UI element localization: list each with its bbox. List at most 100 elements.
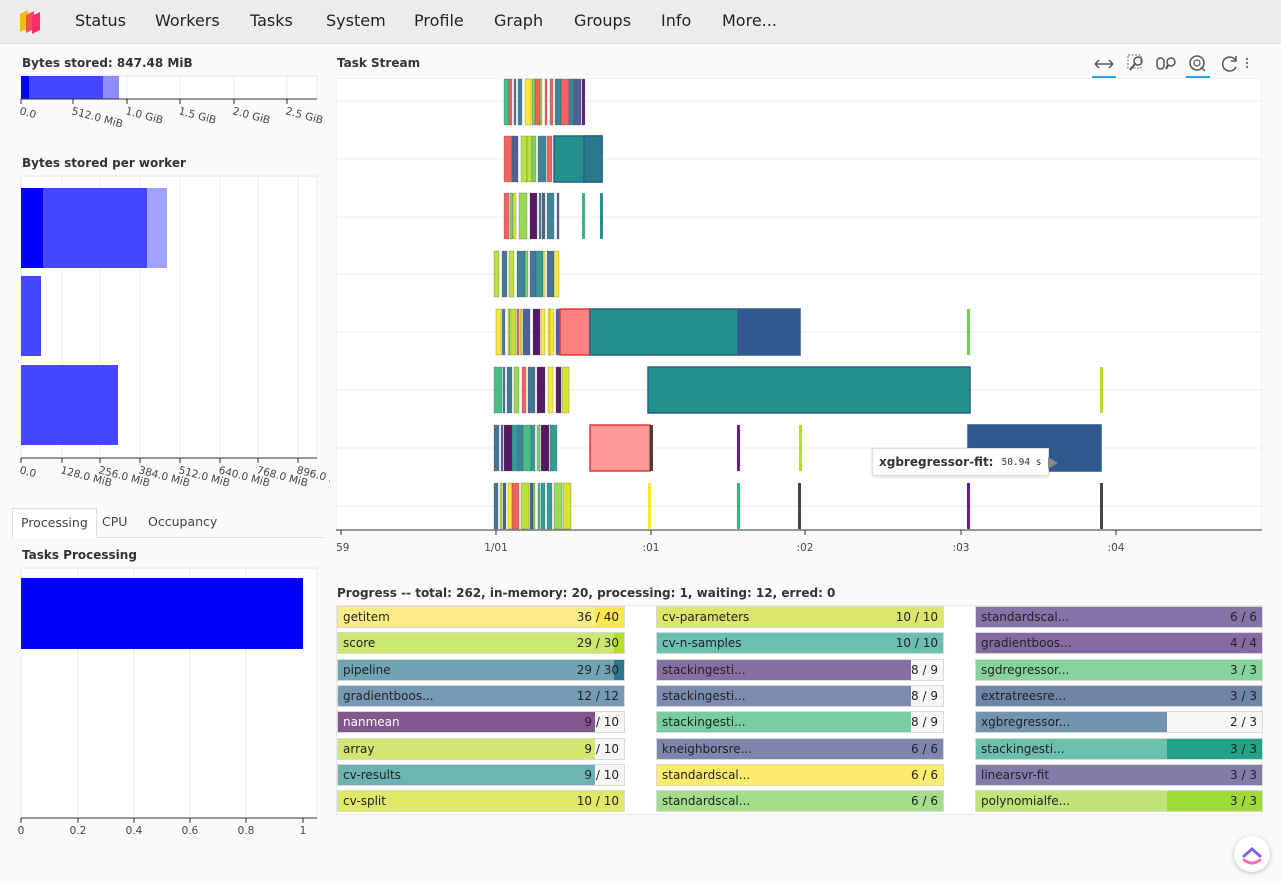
progress-processing-fill xyxy=(1166,738,1262,759)
task-stream-chart[interactable]: :59 1/01:01:02:03:04 xyxy=(336,78,1262,558)
task-mark xyxy=(535,250,544,298)
tasks-processing-chart[interactable]: 0 0.2 0.4 0.6 0.8 1 xyxy=(10,564,330,844)
progress-grid[interactable]: getitem 36 / 40 score 29 / 30 pipeline 29 / 3… xyxy=(336,605,1263,815)
task-mark xyxy=(500,424,504,472)
task-mark xyxy=(1100,367,1103,413)
progress-name: stackingesti... xyxy=(662,662,746,677)
tick-label: 0.8 xyxy=(238,825,255,837)
tooltip-arrow xyxy=(1047,457,1058,469)
task-mark xyxy=(493,366,503,414)
progress-row[interactable]: pipeline 29 / 30 xyxy=(337,658,625,681)
progress-name: getitem xyxy=(343,610,390,624)
more-icon[interactable] xyxy=(1240,52,1254,76)
task-mark xyxy=(648,483,651,529)
task-mark xyxy=(517,78,523,126)
task-mark xyxy=(501,250,508,298)
task-mark xyxy=(495,308,502,356)
tick-label: 0.2 xyxy=(70,825,87,837)
progress-fill xyxy=(657,607,943,627)
progress-row[interactable]: score 29 / 30 xyxy=(337,632,625,655)
tasks-processing-ticks: 0 0.2 0.4 0.6 0.8 1 xyxy=(18,818,306,837)
progress-row[interactable]: stackingesti... 8 / 9 xyxy=(656,658,944,681)
progress-name: pipeline xyxy=(343,662,391,677)
nav-graph[interactable]: Graph xyxy=(494,11,544,30)
nav-profile[interactable]: Profile xyxy=(414,11,464,30)
progress-row[interactable]: extratreesre... 3 / 3 xyxy=(975,684,1263,707)
progress-row[interactable]: linearsvr-fit 3 / 3 xyxy=(975,763,1263,786)
progress-row[interactable]: standardscal... 6 / 6 xyxy=(656,790,944,813)
progress-row[interactable]: sgdregressor... 3 / 3 xyxy=(975,658,1263,681)
progress-processing-fill xyxy=(614,633,624,654)
nav-system[interactable]: System xyxy=(326,11,386,30)
nav-tasks[interactable]: Tasks xyxy=(250,11,293,30)
plot-toolbar xyxy=(1090,52,1260,78)
task-mark xyxy=(520,482,530,530)
progress-row[interactable]: cv-results 9 / 10 xyxy=(337,763,625,786)
box-zoom-icon[interactable] xyxy=(1122,52,1150,76)
task-mark xyxy=(516,250,526,298)
bytes-stored-chart[interactable]: 0.0 512.0 MiB 1.0 GiB 1.5 GiB 2.0 GiB 2.5 GiB xyxy=(10,72,325,132)
nav-workers[interactable]: Workers xyxy=(155,11,220,30)
progress-count: 6 / 6 xyxy=(911,767,938,782)
progress-row[interactable]: nanmean 9 / 10 xyxy=(337,711,625,734)
task-mark xyxy=(582,79,585,125)
task-mark xyxy=(503,192,510,240)
progress-count: 10 / 10 xyxy=(895,636,938,651)
tab-processing[interactable]: Processing xyxy=(12,508,97,538)
progress-row[interactable]: stackingesti... 3 / 3 xyxy=(975,737,1263,760)
xpan-icon[interactable] xyxy=(1090,52,1118,78)
progress-row[interactable]: cv-parameters 10 / 10 xyxy=(656,606,944,628)
task-mark xyxy=(529,250,537,298)
task-mark xyxy=(534,78,541,126)
progress-row[interactable]: standardscal... 6 / 6 xyxy=(656,763,944,786)
tick-label: :04 xyxy=(1108,542,1125,554)
nav-more[interactable]: More... xyxy=(722,11,777,30)
task-mark xyxy=(1100,483,1103,529)
tab-cpu[interactable]: CPU xyxy=(102,514,128,529)
wheel-zoom-icon[interactable] xyxy=(1153,52,1181,76)
progress-count: 8 / 9 xyxy=(911,688,938,703)
progress-row[interactable]: array 9 / 10 xyxy=(337,737,625,760)
tick-label: :01 xyxy=(643,542,660,554)
progress-row[interactable]: polynomialfe... 3 / 3 xyxy=(975,790,1263,813)
nav-info[interactable]: Info xyxy=(661,11,692,30)
nav-status[interactable]: Status xyxy=(75,11,126,30)
progress-row[interactable]: getitem 36 / 40 xyxy=(337,606,625,628)
progress-row[interactable]: gradientboos... 4 / 4 xyxy=(975,632,1263,655)
progress-row[interactable]: stackingesti... 8 / 9 xyxy=(656,711,944,734)
reset-zoom-icon[interactable] xyxy=(1184,52,1212,78)
progress-row[interactable]: standardscal... 6 / 6 xyxy=(975,606,1263,628)
reset-icon[interactable] xyxy=(1216,52,1244,76)
task-mark xyxy=(522,424,532,472)
task-mark xyxy=(493,482,499,530)
progress-count: 3 / 3 xyxy=(1230,741,1257,756)
progress-processing-fill xyxy=(614,659,624,680)
task-mark xyxy=(532,482,536,530)
progress-row[interactable]: cv-split 10 / 10 xyxy=(337,790,625,813)
task-mark xyxy=(582,193,585,239)
progress-row[interactable]: stackingesti... 8 / 9 xyxy=(656,684,944,707)
progress-row[interactable]: kneighborsre... 6 / 6 xyxy=(656,737,944,760)
dask-logo-icon[interactable] xyxy=(16,6,44,34)
nav-groups[interactable]: Groups xyxy=(574,11,632,30)
task-mark xyxy=(561,366,570,414)
progress-count: 9 / 10 xyxy=(584,715,619,730)
tooltip-value: 50.94 s xyxy=(1001,456,1042,468)
progress-row[interactable]: gradientboos... 12 / 12 xyxy=(337,684,625,707)
progress-row[interactable]: xgbregressor... 2 / 3 xyxy=(975,711,1263,734)
tick-label: 0 xyxy=(18,825,25,837)
task-mark xyxy=(531,78,536,126)
task-mark xyxy=(503,424,513,472)
progress-count: 3 / 3 xyxy=(1230,767,1257,782)
task-mark xyxy=(650,425,653,471)
worker-bar-memory xyxy=(21,365,118,445)
bytes-stored-ticks: 0.0 512.0 MiB 1.0 GiB 1.5 GiB 2.0 GiB 2.5 GiB xyxy=(18,99,324,131)
progress-name: sgdregressor... xyxy=(981,662,1070,677)
tab-occupancy[interactable]: Occupancy xyxy=(148,514,218,529)
progress-row[interactable]: cv-n-samples 10 / 10 xyxy=(656,632,944,655)
progress-name: kneighborsre... xyxy=(662,741,753,756)
chat-widget-icon[interactable] xyxy=(1234,836,1270,872)
task-mark xyxy=(540,424,550,472)
progress-count: 9 / 10 xyxy=(584,741,619,756)
